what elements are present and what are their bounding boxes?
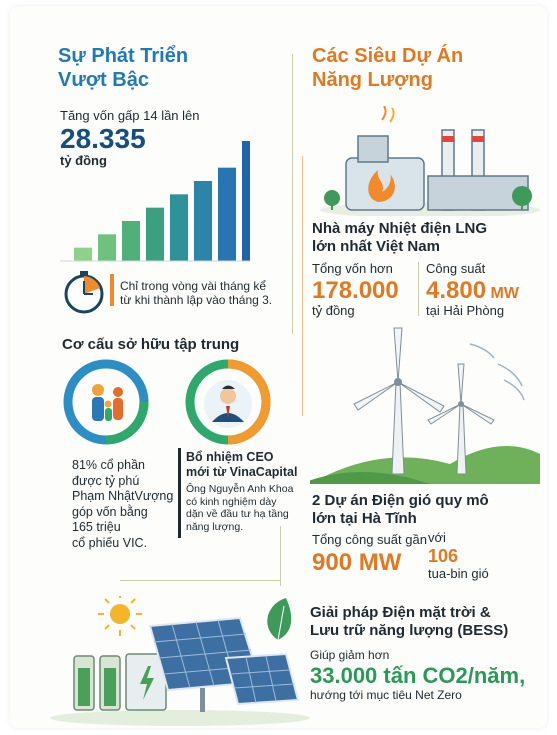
capital-value: 28.335 [60, 123, 146, 154]
timer-accent-bar [110, 274, 114, 306]
capital-unit: tỷ đồng [60, 153, 107, 168]
wind-turbines-prefix: với [428, 530, 446, 545]
ceo-title-line2: mới từ VinaCapital [186, 465, 298, 479]
connector-line [292, 54, 293, 334]
timer-text: Chỉ trong vòng vài tháng kể từ khi thành… [120, 279, 272, 307]
ceo-desc: Ông Nguyễn Anh Khoa có kinh nghiệm dày d… [186, 483, 297, 533]
growth-title-line1: Sự Phát Triển [58, 45, 189, 67]
ownership-line: được tỷ phú [72, 473, 140, 488]
wind-title-line1: 2 Dự án Điện gió quy mô [312, 492, 489, 509]
solar-bess-graphic [50, 596, 310, 726]
lng-title-line1: Nhà máy Nhiệt điện LNG [312, 220, 488, 237]
ceo-desc-line: Ông Nguyễn Anh Khoa [186, 483, 294, 495]
growth-bar [122, 221, 140, 261]
lng-capital-label: Tổng vốn hơn [312, 261, 393, 276]
lng-capital-value: 178.000 [312, 277, 399, 304]
wind-title-line2: lớn tại Hà Tĩnh [312, 510, 417, 527]
growth-bar [194, 181, 212, 261]
projects-title-line1: Các Siêu Dự Án [312, 45, 464, 67]
ownership-graphic [63, 359, 271, 445]
ownership-line: 165 triệu [72, 520, 121, 534]
lng-location: tại Hải Phòng [426, 303, 505, 318]
ceo-desc-line: có kinh nghiệm dày [186, 495, 277, 508]
connector-line-lower [280, 526, 281, 586]
ceo-desc-line: năng lượng. [186, 520, 244, 533]
ownership-text: 81% cổ phần được tỷ phú Phạm NhậtVượng g… [72, 458, 173, 551]
lng-plant-graphic [320, 106, 540, 216]
stopwatch-icon [64, 271, 104, 314]
ownership-line: Phạm NhậtVượng [72, 489, 174, 503]
lng-divider [418, 262, 419, 316]
infographic-card: Sự Phát Triển Vượt Bậc Tăng vốn gấp 14 l… [10, 6, 547, 728]
ownership-line: 81% cổ phần [72, 458, 145, 472]
capital-intro: Tăng vốn gấp 14 lần lên [60, 108, 200, 123]
lng-power-label: Công suất [426, 261, 486, 276]
ownership-line: góp vốn bằng [72, 504, 148, 519]
growth-bar [218, 167, 236, 261]
solar-reduce-label: Giúp giảm hơn [310, 648, 390, 662]
lng-power: 4.800 MW [426, 278, 519, 304]
bottom-connector [120, 580, 280, 581]
growth-bar [74, 247, 92, 261]
wind-title: 2 Dự án Điện gió quy mô lớn tại Hà Tĩnh [312, 492, 489, 528]
lng-power-value: 4.800 [426, 277, 487, 304]
wind-turbines-value: 106 [428, 546, 459, 566]
lng-title-line2: lớn nhất Việt Nam [312, 238, 440, 255]
connector-line-orange [302, 156, 303, 416]
solar-title-line1: Giải pháp Điện mặt trời & [310, 604, 491, 621]
ceo-block: Bổ nhiệm CEO mới từ VinaCapital Ông Nguy… [186, 450, 297, 533]
ceo-title-line1: Bổ nhiệm CEO [186, 450, 274, 464]
lng-title: Nhà máy Nhiệt điện LNG lớn nhất Việt Nam [312, 220, 487, 256]
growth-bar [170, 194, 188, 261]
solar-reduce-value: 33.000 tấn CO2/năm, [310, 663, 526, 688]
growth-bar [242, 141, 250, 261]
solar-title-line2: Lưu trữ năng lượng (BESS) [310, 622, 509, 639]
solar-goal: hướng tới mục tiêu Net Zero [310, 688, 462, 702]
projects-title-line2: Năng Lượng [312, 69, 433, 91]
ceo-divider [178, 448, 181, 538]
wind-capacity-label: Tổng công suất gần [312, 532, 427, 547]
projects-title: Các Siêu Dự Án Năng Lượng [312, 44, 463, 92]
timer-text-line1: Chỉ trong vòng vài tháng kể [120, 279, 267, 293]
timer-text-line2: từ khi thành lập vào tháng 3. [120, 293, 273, 307]
wind-turbines-unit: tua-bin gió [428, 566, 489, 581]
lng-capital-unit: tỷ đồng [312, 303, 355, 318]
growth-bar [98, 234, 116, 261]
growth-bar [146, 207, 164, 261]
wind-turbine-graphic [310, 327, 540, 484]
growth-bar-graphic [60, 141, 250, 262]
ownership-line: cổ phiếu VIC. [72, 535, 148, 550]
solar-title: Giải pháp Điện mặt trời & Lưu trữ năng l… [310, 604, 508, 640]
growth-title-line2: Vượt Bậc [58, 69, 149, 91]
growth-title: Sự Phát Triển Vượt Bậc [58, 44, 188, 92]
lng-power-unit: MW [490, 285, 519, 302]
wind-capacity-value: 900 MW [312, 549, 402, 576]
ownership-title: Cơ cấu sở hữu tập trung [62, 336, 240, 353]
ceo-desc-line: dặn về đầu tư hạ tầng [186, 508, 289, 520]
